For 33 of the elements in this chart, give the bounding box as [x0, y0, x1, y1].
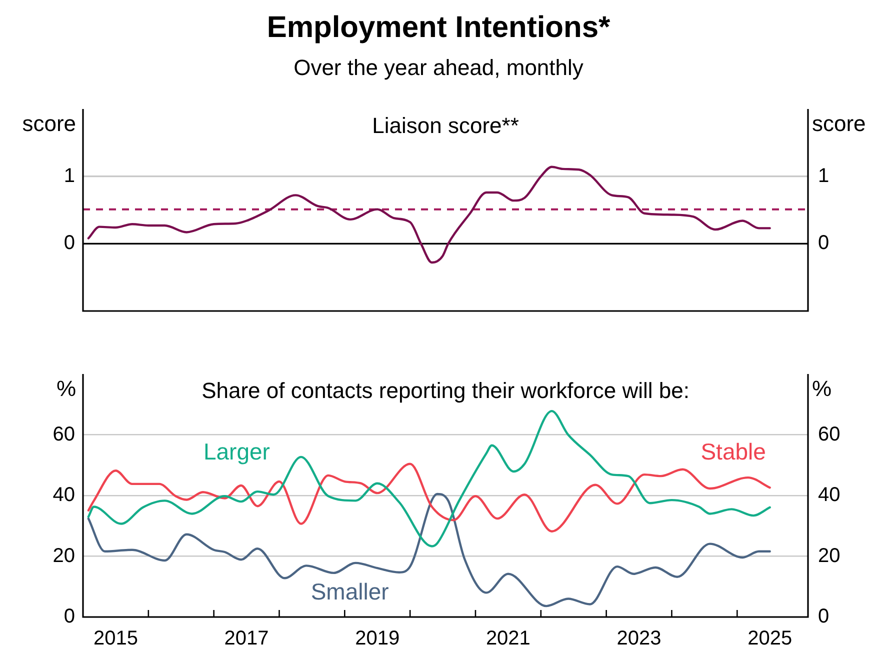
line-series: [87, 462, 771, 532]
x-tick-label: 2017: [224, 628, 269, 650]
series-label: Larger: [203, 438, 270, 464]
y2-axis-title: score: [812, 111, 866, 136]
y-tick-label: 1: [64, 164, 75, 187]
line-series: [87, 410, 771, 548]
y-tick-label: 60: [52, 423, 75, 446]
annotation: Liaison score**: [372, 113, 520, 138]
y-tick-label: 40: [52, 484, 75, 506]
y2-tick-label: 40: [818, 484, 840, 506]
y-tick-label: 0: [64, 232, 75, 254]
series-label: Smaller: [310, 578, 390, 605]
y2-tick-label: 60: [818, 423, 840, 446]
chart-title: Employment Intentions*: [266, 10, 612, 46]
y-axis-title: %: [56, 376, 76, 402]
line-series: [87, 492, 771, 608]
chart-subtitle: Over the year ahead, monthly: [292, 54, 584, 82]
y2-tick-label: 0: [818, 606, 830, 628]
y2-tick-label: 20: [818, 544, 840, 567]
line-series: [87, 166, 771, 264]
y2-axis-title: %: [812, 376, 832, 402]
x-tick-label: 2021: [486, 628, 530, 650]
y-axis-title: score: [22, 111, 76, 136]
y2-tick-label: 0: [818, 232, 830, 254]
x-tick-label: 2023: [616, 628, 662, 650]
y-tick-label: 20: [52, 544, 75, 567]
y2-tick-label: 1: [818, 164, 830, 187]
x-tick-label: 2025: [748, 628, 792, 650]
x-tick-label: 2015: [93, 628, 138, 650]
x-tick-label: 2019: [355, 628, 400, 650]
y-tick-label: 0: [64, 606, 75, 628]
chart-title: Share of contacts reporting their workforce will be:: [202, 378, 690, 404]
series-label: Stable: [700, 438, 766, 464]
